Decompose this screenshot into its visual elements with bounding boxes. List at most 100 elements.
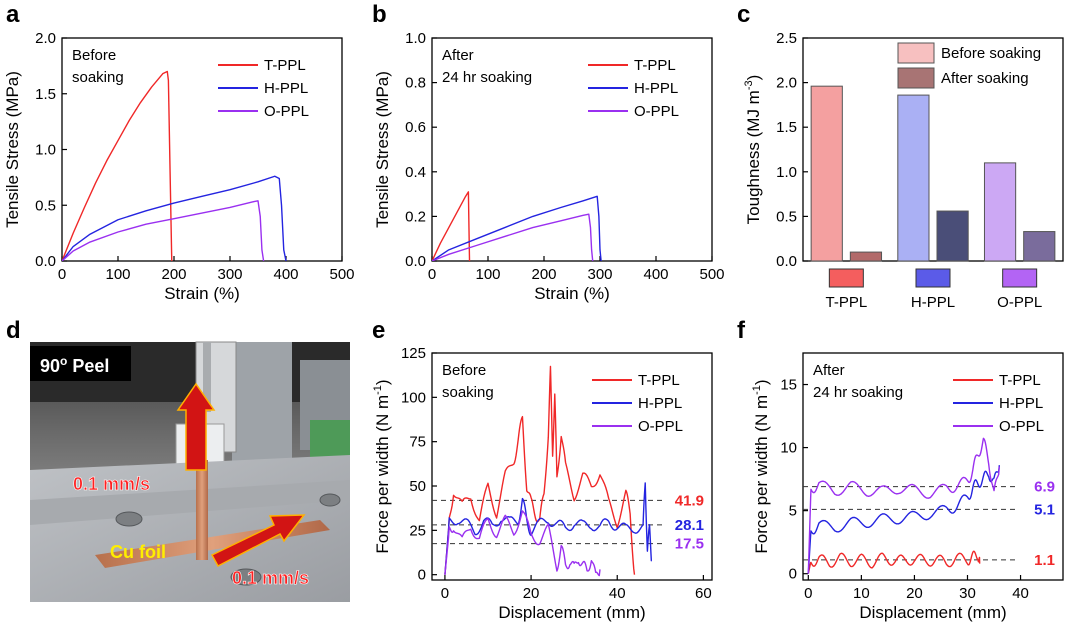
legend-label-t-ppl: T-PPL <box>634 57 676 74</box>
legend-label-h-ppl: H-PPL <box>634 80 678 97</box>
series-line-o-ppl <box>444 510 601 577</box>
legend-label-o-ppl: O-PPL <box>638 418 683 435</box>
y-tick-label: 1.0 <box>405 30 426 47</box>
series-line-t-ppl <box>444 365 636 575</box>
x-axis-label: Displacement (mm) <box>859 603 1006 622</box>
y-tick-label: 1.0 <box>776 164 797 181</box>
panel-label-a: a <box>6 1 20 28</box>
y-tick-label: 0.0 <box>405 253 426 270</box>
x-tick-label: 0 <box>428 266 436 283</box>
series-line-h-ppl <box>62 175 287 261</box>
bar-before-o-ppl <box>983 162 1017 262</box>
y-tick-label: 0.0 <box>776 253 797 270</box>
series-line-h-ppl <box>432 195 602 261</box>
panel-label-d: d <box>6 317 21 344</box>
photo-speed-upward: 0.1 mm/s <box>73 474 150 494</box>
y-tick-label: 1.5 <box>35 86 56 103</box>
y-tick-label: 0.4 <box>405 164 426 181</box>
y-tick-label: 0.5 <box>776 208 797 225</box>
y-axis-label: Force per width (N m-1) <box>751 379 771 553</box>
y-tick-label: 1.5 <box>776 119 797 136</box>
y-axis-label-sup: -1 <box>751 385 763 395</box>
annotation-line-0: Before <box>442 362 486 379</box>
x-tick-label: 300 <box>217 266 242 283</box>
plot-frame <box>802 37 1064 262</box>
bar-after-o-ppl <box>1023 231 1056 262</box>
y-axis-label-main: Tensile Stress (MPa) <box>3 71 22 228</box>
x-tick-label: 500 <box>699 266 724 283</box>
annotation-line-0: Before <box>72 47 116 64</box>
rightward-arrow-icon <box>210 514 306 568</box>
upward-arrow-icon <box>176 382 216 471</box>
series-line-o-ppl <box>432 213 594 261</box>
y-tick-label: 0.8 <box>405 75 426 92</box>
bar-after-h-ppl <box>936 210 969 262</box>
plot-frame <box>431 352 713 581</box>
y-tick-label: 2.5 <box>776 30 797 47</box>
average-value-h-ppl: 28.1 <box>675 517 704 534</box>
x-tick-label: 30 <box>959 585 976 602</box>
x-tick-label: 40 <box>609 585 626 602</box>
y-axis-label: Tensile Stress (MPa) <box>3 71 22 228</box>
category-swatch-o-ppl <box>1002 268 1038 288</box>
average-value-t-ppl: 1.1 <box>1034 552 1055 569</box>
legend-label-o-ppl: O-PPL <box>999 418 1044 435</box>
panel-label-e: e <box>372 317 385 344</box>
y-axis-label-main: Toughness (MJ m <box>744 90 763 224</box>
category-label-h-ppl: H-PPL <box>911 294 955 311</box>
category-label-t-ppl: T-PPL <box>825 294 867 311</box>
y-tick-label: 25 <box>409 522 426 539</box>
average-value-h-ppl: 5.1 <box>1034 501 1055 518</box>
y-tick-label: 0.2 <box>405 208 426 225</box>
x-axis-label: Displacement (mm) <box>498 603 645 622</box>
series-group <box>432 191 602 261</box>
y-tick-label: 1.0 <box>35 142 56 159</box>
panel-label-f: f <box>737 317 746 344</box>
category-swatch-t-ppl <box>828 268 864 288</box>
legend-label-h-ppl: H-PPL <box>999 395 1043 412</box>
y-axis-label-suffix: ) <box>752 379 771 385</box>
x-tick-label: 0 <box>441 585 449 602</box>
x-tick-label: 20 <box>523 585 540 602</box>
y-tick-label: 50 <box>409 478 426 495</box>
y-tick-label: 100 <box>401 389 426 406</box>
plot-frame <box>802 352 1064 581</box>
x-tick-label: 60 <box>695 585 712 602</box>
legend-label-t-ppl: T-PPL <box>264 57 306 74</box>
y-tick-label: 15 <box>780 377 797 394</box>
series-line-o-ppl <box>62 200 265 261</box>
x-tick-label: 400 <box>643 266 668 283</box>
category-swatch-h-ppl <box>915 268 951 288</box>
legend-label-1: After soaking <box>941 70 1029 87</box>
x-axis-label: Strain (%) <box>534 284 610 303</box>
photo-title-angle: 90 <box>40 356 60 376</box>
series-group <box>62 70 287 261</box>
chart-b-tensile-after: 0.0 0.2 0.4 0.6 0.8 1.0 0 100 200 300 400 500 Strain… <box>373 30 725 303</box>
plot-frame <box>431 37 713 262</box>
y-axis-label: Tensile Stress (MPa) <box>373 71 392 228</box>
y-axis-label-suffix: ) <box>373 379 392 385</box>
annotation-line-1: soaking <box>442 384 494 401</box>
x-tick-label: 20 <box>906 585 923 602</box>
x-tick-label: 0 <box>58 266 66 283</box>
y-tick-label: 2.0 <box>776 75 797 92</box>
x-tick-label: 100 <box>475 266 500 283</box>
legend-label-t-ppl: T-PPL <box>999 372 1041 389</box>
svg-text:90o Peel: 90o Peel <box>40 354 109 376</box>
annotation-line-1: soaking <box>72 69 124 86</box>
y-axis-label: Force per width (N m-1) <box>372 379 392 553</box>
photo-title-suffix: Peel <box>67 356 109 376</box>
y-tick-label: 0.0 <box>35 253 56 270</box>
y-axis-label-main: Tensile Stress (MPa) <box>373 71 392 228</box>
series-line-t-ppl <box>807 550 981 574</box>
y-tick-label: 0.5 <box>35 197 56 214</box>
x-tick-label: 200 <box>531 266 556 283</box>
y-axis-label-main: Force per width (N m <box>373 395 392 554</box>
panel-label-b: b <box>372 1 387 28</box>
x-tick-label: 40 <box>1012 585 1029 602</box>
annotation-line-1: 24 hr soaking <box>442 69 532 86</box>
x-tick-label: 200 <box>161 266 186 283</box>
y-tick-label: 5 <box>789 503 797 520</box>
annotation-line-0: After <box>442 47 474 64</box>
